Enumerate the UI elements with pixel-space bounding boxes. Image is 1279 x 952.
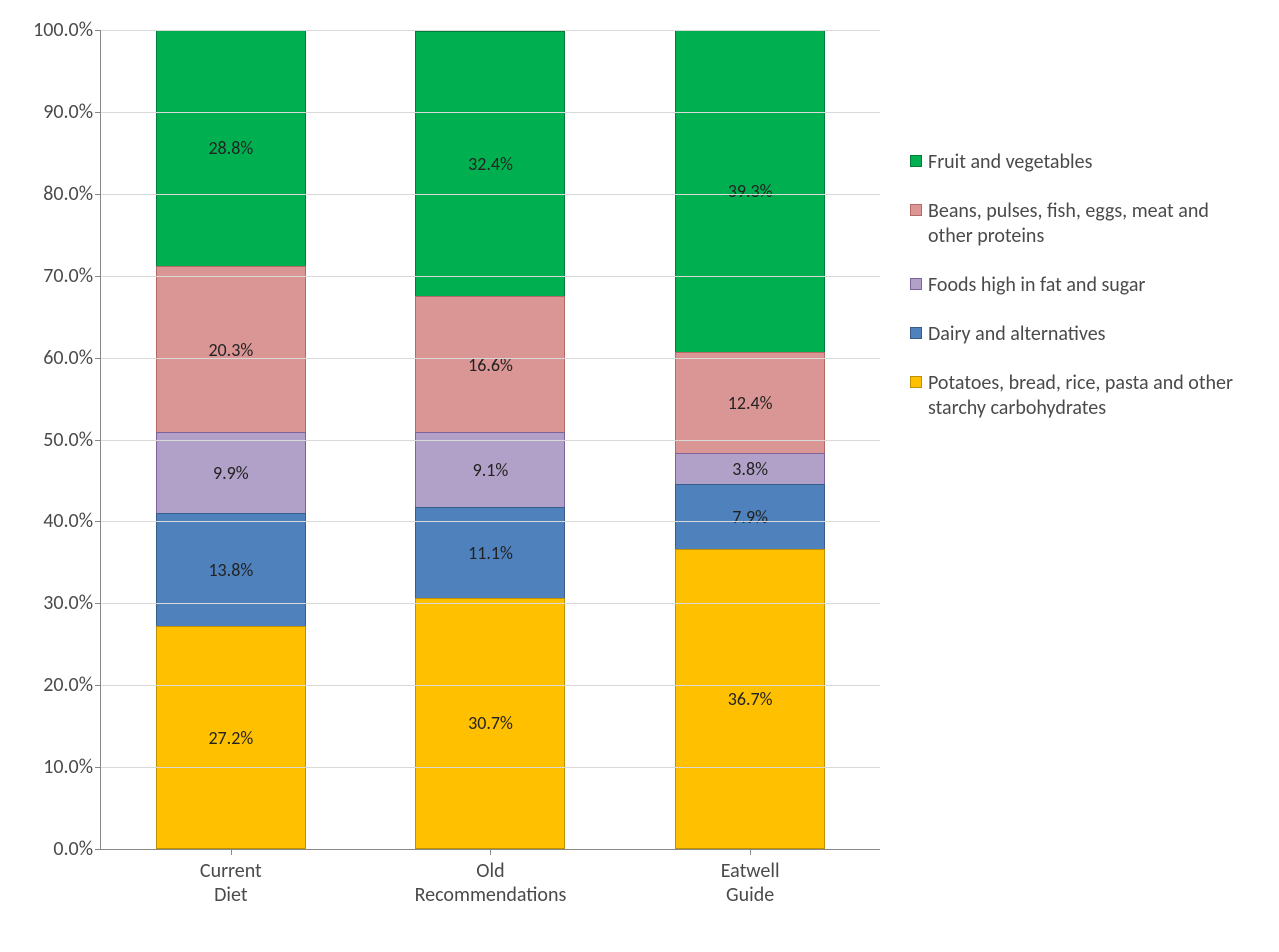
bar-segment-dairy: 7.9% — [675, 484, 825, 549]
y-tick-label: 0.0% — [53, 837, 101, 861]
y-tick-label: 100.0% — [33, 18, 101, 42]
data-label: 30.7% — [468, 712, 513, 734]
legend-label: Potatoes, bread, rice, pasta and other s… — [928, 371, 1250, 421]
y-tick-label: 40.0% — [43, 509, 101, 533]
bar-segment-fruitveg: 28.8% — [156, 30, 306, 266]
chart-area: 28.8% 20.3% 9.9% 13.8% 27.2% Current Diet 32.4… — [20, 20, 880, 930]
gridline — [101, 194, 880, 195]
legend-label: Beans, pulses, fish, eggs, meat and othe… — [928, 199, 1250, 249]
data-label: 12.4% — [728, 392, 773, 414]
legend-item-fruitveg: Fruit and vegetables — [910, 150, 1250, 175]
x-tick-label: Eatwell Guide — [713, 849, 788, 907]
y-tick-label: 90.0% — [43, 100, 101, 124]
data-label: 11.1% — [468, 542, 513, 564]
gridline — [101, 30, 880, 31]
gridline — [101, 276, 880, 277]
legend-swatch — [910, 376, 922, 388]
y-tick-label: 60.0% — [43, 346, 101, 370]
bar-segment-dairy: 11.1% — [415, 507, 565, 598]
gridline — [101, 767, 880, 768]
data-label: 9.1% — [473, 459, 509, 481]
legend-item-protein: Beans, pulses, fish, eggs, meat and othe… — [910, 199, 1250, 249]
y-tick-label: 70.0% — [43, 264, 101, 288]
x-tick-label: Old Recommendations — [415, 849, 567, 907]
x-tick-label: Current Diet — [193, 849, 268, 907]
stacked-bar-chart: 28.8% 20.3% 9.9% 13.8% 27.2% Current Diet 32.4… — [20, 20, 1260, 930]
gridline — [101, 685, 880, 686]
data-label: 3.8% — [732, 458, 768, 480]
y-tick-label: 10.0% — [43, 755, 101, 779]
legend-swatch — [910, 327, 922, 339]
bar-segment-protein: 12.4% — [675, 352, 825, 453]
legend-item-fatsugar: Foods high in fat and sugar — [910, 273, 1250, 298]
y-tick-label: 80.0% — [43, 182, 101, 206]
legend: Fruit and vegetables Beans, pulses, fish,… — [910, 150, 1250, 421]
legend-label: Dairy and alternatives — [928, 322, 1105, 347]
gridline — [101, 603, 880, 604]
legend-swatch — [910, 278, 922, 290]
data-label: 7.9% — [732, 506, 768, 528]
data-label: 9.9% — [213, 462, 249, 484]
bar-segment-fatsugar: 9.1% — [415, 432, 565, 507]
bar-segment-fruitveg: 39.3% — [675, 30, 825, 352]
bar-segment-dairy: 13.8% — [156, 513, 306, 626]
y-tick-label: 30.0% — [43, 591, 101, 615]
bar-segment-starchy: 27.2% — [156, 626, 306, 849]
bar-segment-starchy: 30.7% — [415, 598, 565, 849]
bar-segment-protein: 16.6% — [415, 296, 565, 432]
gridline — [101, 521, 880, 522]
legend-label: Foods high in fat and sugar — [928, 273, 1145, 298]
data-label: 32.4% — [468, 153, 513, 175]
gridline — [101, 358, 880, 359]
y-tick-label: 50.0% — [43, 428, 101, 452]
legend-item-dairy: Dairy and alternatives — [910, 322, 1250, 347]
data-label: 28.8% — [208, 137, 253, 159]
bar-segment-starchy: 36.7% — [675, 549, 825, 849]
legend-label: Fruit and vegetables — [928, 150, 1092, 175]
data-label: 27.2% — [208, 727, 253, 749]
data-label: 13.8% — [208, 559, 253, 581]
legend-item-starchy: Potatoes, bread, rice, pasta and other s… — [910, 371, 1250, 421]
gridline — [101, 440, 880, 441]
bar-segment-fatsugar: 3.8% — [675, 453, 825, 484]
plot-region: 28.8%20.3%9.9%13.8%27.2%Current Diet32.4… — [100, 30, 880, 850]
bar-segment-fatsugar: 9.9% — [156, 432, 306, 513]
data-label: 39.3% — [728, 180, 773, 202]
bar-segment-fruitveg: 32.4% — [415, 31, 565, 296]
legend-swatch — [910, 155, 922, 167]
bar-segment-protein: 20.3% — [156, 266, 306, 432]
y-tick-label: 20.0% — [43, 673, 101, 697]
legend-swatch — [910, 204, 922, 216]
data-label: 36.7% — [728, 688, 773, 710]
gridline — [101, 112, 880, 113]
